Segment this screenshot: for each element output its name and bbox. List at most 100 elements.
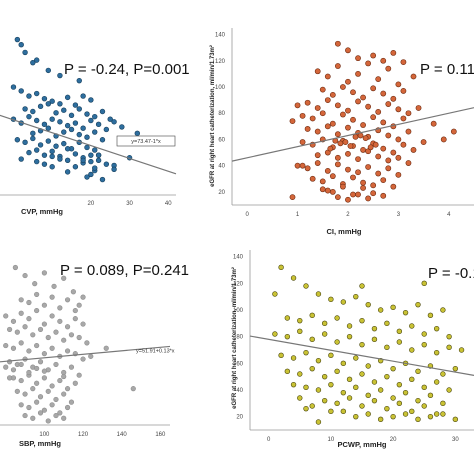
data-point-cvp xyxy=(72,102,79,108)
x-tick-label-pcwp: 0 xyxy=(267,437,271,443)
regression-line-cvp xyxy=(0,114,177,175)
data-point-sbp xyxy=(26,404,32,411)
data-point-ci xyxy=(334,102,341,109)
data-point-sbp xyxy=(61,275,67,281)
data-point-pcwp xyxy=(365,301,371,308)
data-point-pcwp xyxy=(359,371,365,377)
data-point-sbp xyxy=(64,348,71,354)
y-tick-label-pcwp: 40 xyxy=(236,388,243,394)
data-point-cvp xyxy=(84,111,90,117)
data-point-ci xyxy=(362,135,369,142)
data-point-cvp xyxy=(30,59,36,66)
data-point-cvp xyxy=(30,135,36,142)
data-point-pcwp xyxy=(359,317,365,324)
data-point-pcwp xyxy=(346,323,353,329)
x-tick-label-ci: 4 xyxy=(447,212,451,218)
data-point-sbp xyxy=(61,391,67,397)
data-point-pcwp xyxy=(440,411,446,417)
data-point-ci xyxy=(334,40,341,47)
data-point-cvp xyxy=(88,117,94,124)
data-point-ci xyxy=(390,50,397,56)
data-point-pcwp xyxy=(390,395,396,401)
x-tick-label-pcwp: 10 xyxy=(328,437,335,443)
ticks-ci: 0 1 2 3 4 20 40 60 80 100 120 140 xyxy=(215,33,451,218)
data-point-pcwp xyxy=(303,405,309,412)
data-point-cvp xyxy=(76,131,82,138)
data-point-pcwp xyxy=(402,411,409,417)
data-point-sbp xyxy=(61,415,67,421)
data-point-sbp xyxy=(37,326,44,333)
data-point-sbp xyxy=(34,380,40,386)
data-point-ci xyxy=(299,162,306,169)
data-point-cvp xyxy=(33,147,40,153)
data-point-cvp xyxy=(64,169,71,175)
data-point-ci xyxy=(319,178,326,185)
data-point-pcwp xyxy=(340,408,347,415)
data-point-cvp xyxy=(18,88,24,94)
data-point-ci xyxy=(345,124,351,131)
data-point-ci xyxy=(319,110,326,117)
data-point-sbp xyxy=(49,383,55,389)
data-point-sbp xyxy=(61,373,67,380)
y-tick-label-ci: 80 xyxy=(218,111,225,117)
data-point-sbp xyxy=(72,316,78,322)
x-tick-label-sbp: 120 xyxy=(78,432,89,438)
y-axis-label-pcwp: eGFR at right heart catheterization, ml/… xyxy=(231,267,238,409)
data-point-pcwp xyxy=(452,365,459,372)
data-point-ci xyxy=(400,88,407,94)
data-point-ci xyxy=(385,157,392,164)
data-point-sbp xyxy=(53,361,59,368)
data-point-ci xyxy=(337,140,344,147)
data-point-sbp xyxy=(64,386,71,392)
data-point-ci xyxy=(395,136,402,143)
data-point-ci xyxy=(324,123,331,130)
data-point-ci xyxy=(314,105,321,111)
data-point-cvp xyxy=(80,125,86,131)
data-point-ci xyxy=(390,149,397,156)
panel-pcwp: 0 10 20 30 20 40 60 80 100 120 140 P = -0.1 PCWP, … xyxy=(231,250,474,449)
x-tick-label-pcwp: 30 xyxy=(452,437,459,443)
data-point-cvp xyxy=(45,125,52,131)
data-point-pcwp xyxy=(421,280,427,287)
x-ticks-sbp: 100 120 140 160 xyxy=(39,432,166,438)
data-point-pcwp xyxy=(346,376,353,383)
data-point-cvp xyxy=(95,157,102,164)
y-tick-label-ci: 40 xyxy=(218,164,225,170)
data-point-ci xyxy=(345,166,351,173)
regression-line-sbp xyxy=(0,345,171,363)
data-point-ci xyxy=(329,188,336,195)
data-point-ci xyxy=(370,114,377,121)
x-axis-label-pcwp: PCWP, mmHg xyxy=(337,440,386,449)
stat-annotation-cvp: P = -0.24, P=0.001 xyxy=(64,61,190,78)
data-point-sbp xyxy=(130,386,136,392)
data-point-sbp xyxy=(34,365,40,372)
data-point-cvp xyxy=(61,107,67,113)
points-sbp xyxy=(3,264,136,424)
data-point-pcwp xyxy=(334,315,340,321)
data-point-ci xyxy=(365,164,372,170)
data-point-ci xyxy=(329,91,336,98)
data-point-sbp xyxy=(103,345,109,351)
data-point-pcwp xyxy=(328,408,334,415)
data-point-sbp xyxy=(3,364,9,370)
data-point-cvp xyxy=(95,121,102,128)
data-point-ci xyxy=(334,194,341,201)
data-point-sbp xyxy=(72,307,78,314)
data-point-ci xyxy=(324,97,331,104)
data-point-ci xyxy=(410,73,417,80)
data-point-pcwp xyxy=(278,352,284,359)
data-point-cvp xyxy=(41,152,48,158)
data-point-sbp xyxy=(10,367,17,373)
data-point-cvp xyxy=(84,144,90,151)
data-point-sbp xyxy=(57,410,63,416)
equation-cvp: y=73.47-1*x xyxy=(131,139,161,145)
data-point-sbp xyxy=(45,418,51,424)
data-point-ci xyxy=(299,139,306,145)
data-point-ci xyxy=(365,195,372,202)
stat-annotation-ci: P = 0.11 xyxy=(420,61,474,78)
data-point-cvp xyxy=(103,161,110,167)
data-point-pcwp xyxy=(390,413,396,420)
x-axis-label-cvp: CVP, mmHg xyxy=(21,207,63,216)
data-point-pcwp xyxy=(278,264,284,271)
data-point-pcwp xyxy=(421,384,427,391)
